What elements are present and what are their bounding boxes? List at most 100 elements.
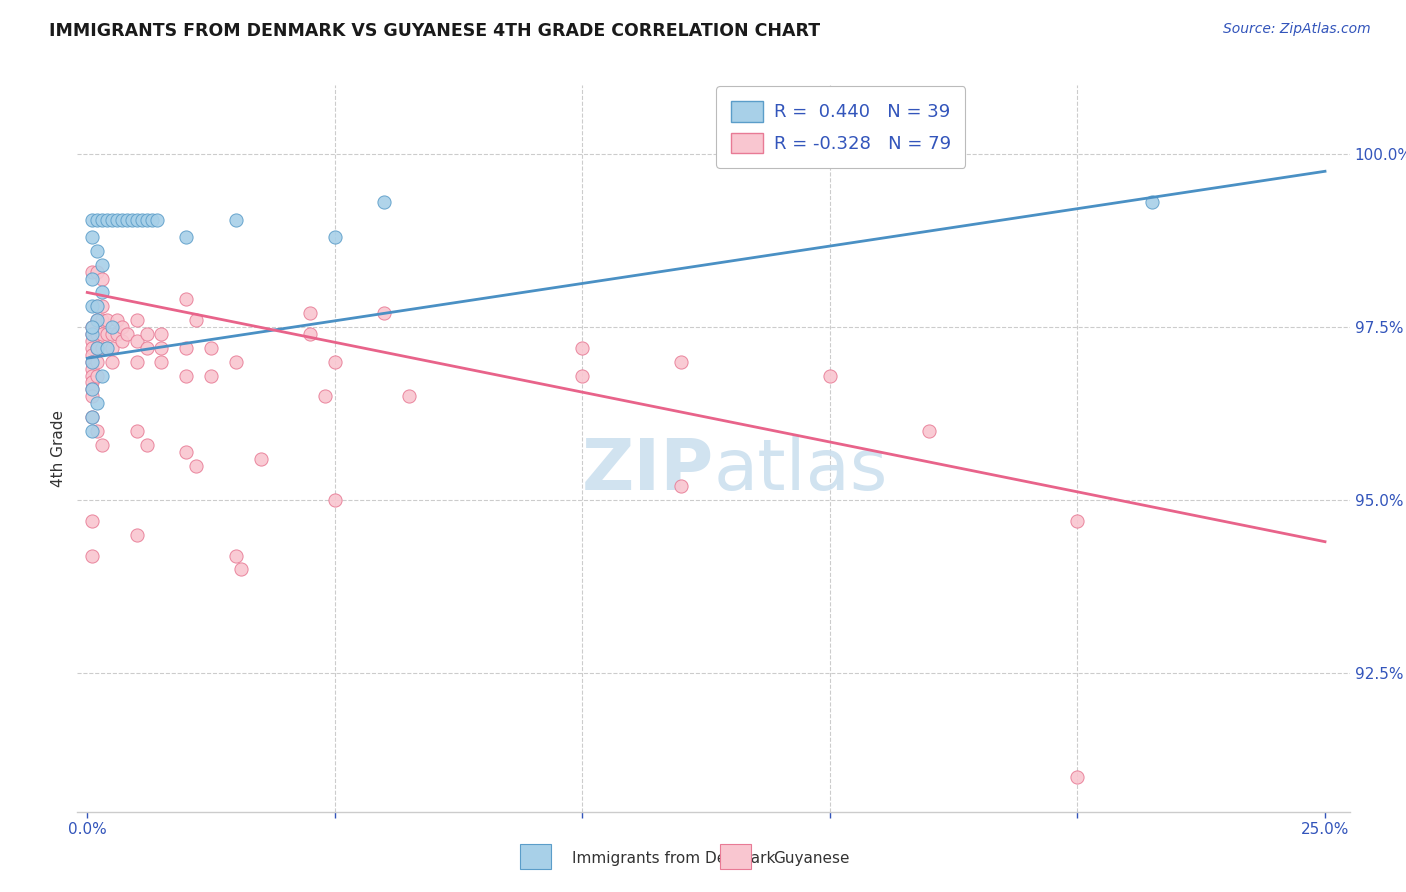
Point: [174, 368, 197, 383]
Point: [91, 326, 114, 341]
Point: [86, 368, 108, 383]
Point: [200, 341, 222, 355]
Point: [111, 320, 134, 334]
Point: [323, 354, 346, 368]
Point: [91, 438, 114, 452]
Point: [86, 424, 108, 438]
Point: [82, 354, 104, 368]
Point: [125, 528, 148, 542]
Point: [249, 451, 271, 466]
Point: [96, 341, 118, 355]
Point: [125, 354, 148, 368]
Point: [82, 326, 104, 341]
Point: [82, 383, 104, 397]
Point: [82, 320, 104, 334]
Point: [225, 549, 247, 563]
Point: [96, 341, 118, 355]
Point: [82, 424, 104, 438]
Point: [150, 326, 173, 341]
Text: Immigrants from Denmark: Immigrants from Denmark: [572, 851, 776, 865]
Point: [671, 479, 693, 493]
Point: [186, 313, 208, 327]
Point: [105, 212, 128, 227]
Point: [82, 368, 104, 383]
Point: [115, 326, 138, 341]
Point: [135, 341, 157, 355]
Point: [86, 313, 108, 327]
Point: [314, 389, 336, 403]
Point: [86, 299, 108, 313]
Point: [323, 493, 346, 508]
Point: [125, 334, 148, 348]
Point: [186, 458, 208, 473]
Point: [82, 361, 104, 376]
Point: [225, 354, 247, 368]
Text: Source: ZipAtlas.com: Source: ZipAtlas.com: [1223, 22, 1371, 37]
Point: [918, 424, 941, 438]
Point: [82, 549, 104, 563]
Point: [82, 514, 104, 528]
Point: [96, 212, 118, 227]
Point: [82, 341, 104, 355]
Point: [82, 410, 104, 425]
Point: [86, 212, 108, 227]
Point: [82, 265, 104, 279]
Point: [105, 326, 128, 341]
Point: [86, 341, 108, 355]
Point: [82, 230, 104, 244]
Point: [299, 306, 322, 320]
Point: [323, 230, 346, 244]
Point: [101, 341, 124, 355]
Point: [91, 212, 114, 227]
Point: [135, 212, 157, 227]
Point: [86, 299, 108, 313]
Point: [174, 230, 197, 244]
Point: [135, 438, 157, 452]
Point: [82, 389, 104, 403]
Point: [91, 271, 114, 285]
Point: [91, 258, 114, 272]
Point: [174, 293, 197, 307]
Point: [671, 354, 693, 368]
Point: [86, 354, 108, 368]
Point: [150, 354, 173, 368]
Text: atlas: atlas: [714, 435, 889, 505]
Point: [373, 195, 395, 210]
Point: [101, 320, 124, 334]
Point: [200, 368, 222, 383]
Point: [86, 244, 108, 258]
Point: [150, 341, 173, 355]
Point: [115, 212, 138, 227]
Point: [82, 299, 104, 313]
Point: [82, 376, 104, 390]
Point: [86, 341, 108, 355]
Point: [91, 299, 114, 313]
Point: [105, 313, 128, 327]
Point: [91, 368, 114, 383]
Point: [82, 348, 104, 362]
Point: [141, 212, 163, 227]
Point: [135, 326, 157, 341]
Point: [571, 368, 593, 383]
Point: [121, 212, 143, 227]
Text: ZIP: ZIP: [581, 435, 714, 505]
Point: [1066, 514, 1088, 528]
Point: [82, 320, 104, 334]
Point: [125, 313, 148, 327]
Point: [86, 265, 108, 279]
Point: [96, 326, 118, 341]
Legend: R =  0.440   N = 39, R = -0.328   N = 79: R = 0.440 N = 39, R = -0.328 N = 79: [716, 87, 966, 168]
Point: [82, 354, 104, 368]
Point: [91, 285, 114, 300]
Point: [818, 368, 841, 383]
Point: [125, 212, 148, 227]
Point: [82, 334, 104, 348]
Point: [101, 326, 124, 341]
Point: [111, 212, 134, 227]
Text: IMMIGRANTS FROM DENMARK VS GUYANESE 4TH GRADE CORRELATION CHART: IMMIGRANTS FROM DENMARK VS GUYANESE 4TH …: [49, 22, 820, 40]
Point: [96, 313, 118, 327]
Point: [86, 313, 108, 327]
Point: [225, 212, 247, 227]
Point: [82, 326, 104, 341]
Point: [174, 444, 197, 458]
